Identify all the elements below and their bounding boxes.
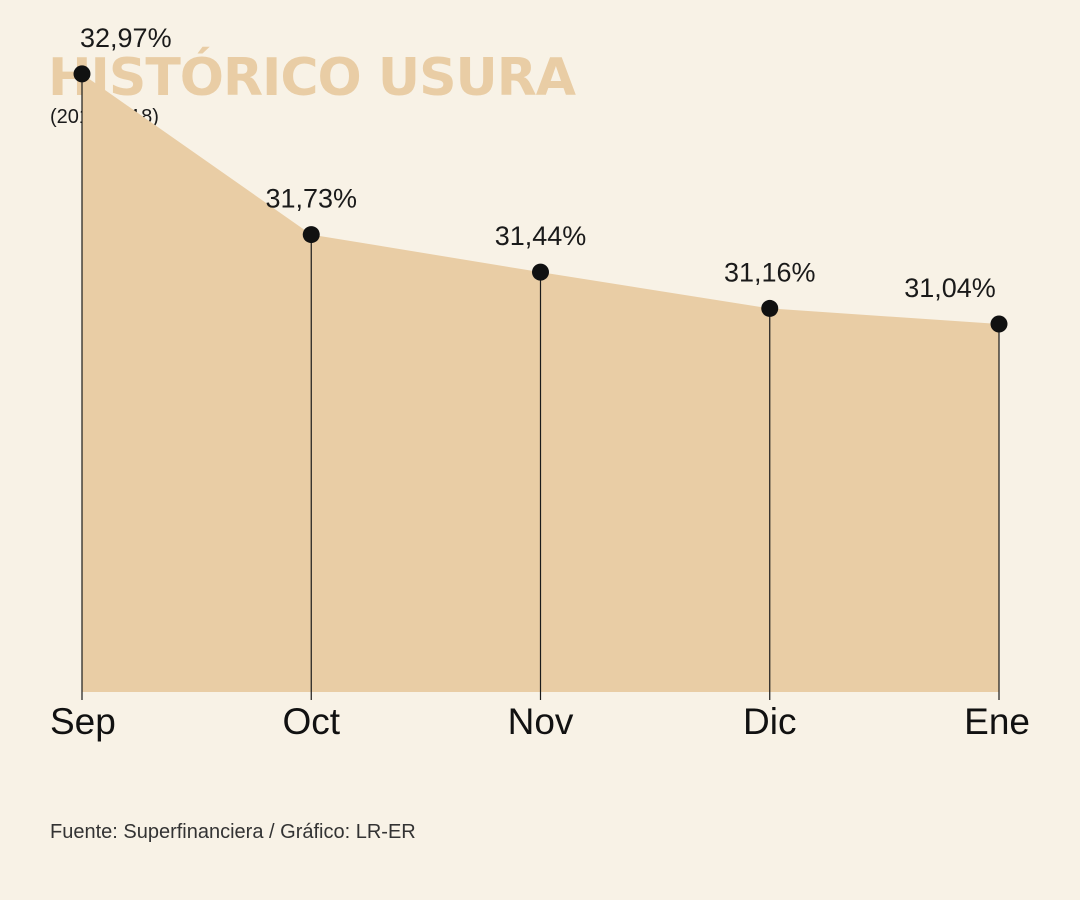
data-point bbox=[73, 65, 91, 83]
x-tick-label: Oct bbox=[282, 701, 340, 742]
data-label: 31,16% bbox=[724, 257, 816, 287]
source-note: Fuente: Superfinanciera / Gráfico: LR-ER bbox=[50, 821, 416, 843]
x-tick-label: Nov bbox=[508, 701, 574, 742]
data-label: 31,44% bbox=[495, 221, 587, 251]
data-label: 32,97% bbox=[80, 23, 172, 53]
x-tick-label: Ene bbox=[964, 701, 1030, 742]
data-point bbox=[990, 315, 1008, 333]
data-label: 31,73% bbox=[265, 184, 357, 214]
data-point bbox=[532, 263, 549, 281]
chart-title: HISTÓRICO USURA bbox=[48, 48, 576, 108]
data-point bbox=[761, 299, 779, 317]
x-tick-label: Dic bbox=[743, 701, 796, 742]
data-label: 31,04% bbox=[904, 273, 996, 303]
data-point bbox=[302, 226, 320, 244]
area-chart: 32,97% 31,73% 31,44% 31,16% 31,04% Sep Oct Nov… bbox=[50, 23, 1030, 742]
x-tick-label: Sep bbox=[50, 701, 116, 742]
